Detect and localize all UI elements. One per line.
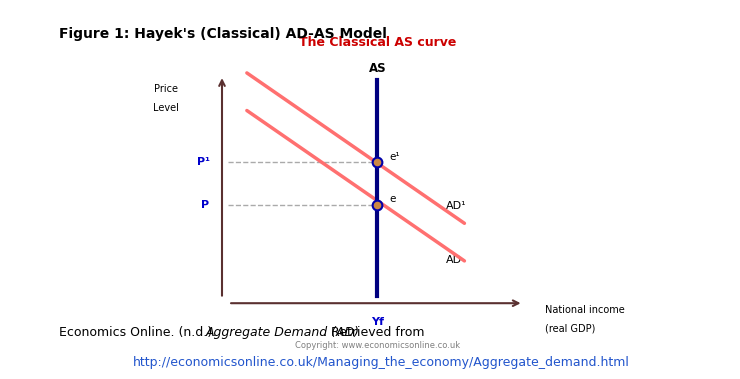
Text: AS: AS bbox=[369, 62, 386, 75]
Text: Figure 1: Hayek's (Classical) AD-AS Model: Figure 1: Hayek's (Classical) AD-AS Mode… bbox=[59, 27, 387, 41]
Text: e: e bbox=[390, 194, 396, 204]
Text: (real GDP): (real GDP) bbox=[545, 323, 596, 334]
Text: http://economicsonline.co.uk/Managing_the_economy/Aggregate_demand.html: http://economicsonline.co.uk/Managing_th… bbox=[133, 356, 630, 369]
Text: The Classical AS curve: The Classical AS curve bbox=[299, 36, 456, 49]
Text: Level: Level bbox=[153, 102, 179, 113]
Text: Yf: Yf bbox=[371, 317, 384, 327]
Text: e¹: e¹ bbox=[390, 152, 400, 162]
Text: P: P bbox=[201, 199, 209, 210]
Text: Economics Online. (n.d.).: Economics Online. (n.d.). bbox=[59, 326, 221, 339]
Text: Copyright: www.economicsonline.co.uk: Copyright: www.economicsonline.co.uk bbox=[295, 341, 460, 350]
Text: Price: Price bbox=[154, 84, 178, 94]
Text: AD¹: AD¹ bbox=[445, 201, 466, 211]
Text: AD: AD bbox=[445, 255, 462, 265]
Text: National income: National income bbox=[545, 305, 625, 315]
Text: Aggregate Demand (AD): Aggregate Demand (AD) bbox=[206, 326, 360, 339]
Text: P¹: P¹ bbox=[197, 157, 209, 167]
Text: . Retrieved from: . Retrieved from bbox=[323, 326, 424, 339]
